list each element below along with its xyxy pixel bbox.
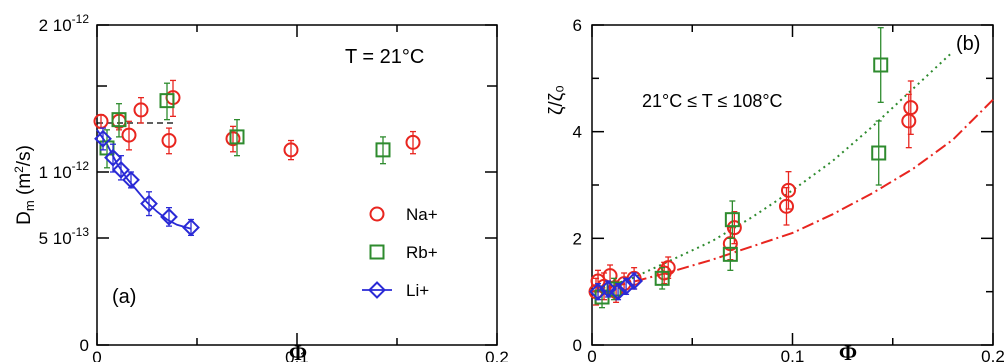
a-legend-label-li: Li+: [406, 281, 429, 300]
b-ytick-label-2: 4: [573, 123, 582, 142]
b-ytick-label-0: 0: [573, 336, 582, 355]
b-errorbar-rb-6: [877, 27, 884, 103]
a-errorbar-na-2: [126, 120, 132, 151]
a-legend-marker-na: [369, 206, 385, 222]
a-xtick-label-0: 0: [92, 348, 101, 362]
a-legend-marker-rb: [369, 244, 385, 260]
b-point-li-1: [599, 280, 617, 298]
a-ytick-label-2: 1 10-12: [39, 159, 90, 182]
b-errorbar-rb-5: [875, 120, 882, 186]
a-point-na-7: [283, 142, 299, 158]
panel-a-x-axis-label: Φ: [289, 340, 307, 362]
panel-a-frame: [96, 24, 498, 346]
a-point-rb-4: [375, 142, 391, 158]
a-point-rb-2: [159, 93, 175, 109]
a-point-na-4: [161, 133, 177, 149]
a-point-na-8: [405, 134, 421, 150]
panel-b-x-axis-label: Φ: [839, 340, 857, 362]
a-point-na-3: [133, 102, 149, 118]
panel-a-points: [93, 79, 421, 237]
b-ytick-label-3: 6: [573, 16, 582, 35]
panel-b-annotation: 21°C ≤ T ≤ 108°C: [642, 91, 783, 111]
a-legend-item-li: Li+: [362, 281, 429, 300]
b-point-na-10: [726, 220, 742, 236]
b-point-rb-6: [873, 57, 889, 73]
panel-b-lines: [591, 50, 994, 293]
b-point-na-14: [903, 100, 919, 116]
panel-a-annotation: T = 21°C: [345, 46, 424, 68]
b-point-na-11: [778, 198, 794, 214]
panel-b-y-ticks: 0 2 4 6: [573, 16, 993, 355]
panel-a-x-ticks: 0 0.1 0.2: [92, 25, 509, 362]
a-errorbar-rb-1: [116, 103, 122, 138]
a-errorbar-rb-4: [380, 136, 386, 165]
a-point-rb-3: [229, 129, 245, 145]
a-point-li-4: [140, 194, 158, 213]
a-point-rb-1: [111, 112, 127, 128]
b-errorbar-na-14: [907, 80, 914, 135]
a-point-li-0: [94, 129, 112, 148]
panel-b-y-axis-label: ζ/ζ₀: [546, 85, 567, 115]
a-point-li-6: [182, 218, 200, 237]
a-point-li-5: [160, 207, 178, 226]
a-point-li-2: [112, 160, 130, 179]
a-legend-marker-li: [368, 281, 386, 299]
a-legend-label-na: Na+: [406, 205, 438, 224]
b-point-rb-3: [722, 246, 738, 262]
a-errorbar-na-4: [166, 127, 172, 155]
a-xtick-label-1: 0.1: [285, 348, 309, 362]
b-point-li-0: [589, 282, 607, 301]
b-point-rb-5: [871, 145, 887, 161]
b-point-li-3: [617, 277, 635, 296]
b-curve-0: [591, 50, 954, 293]
a-errorbar-rb-2: [164, 82, 170, 121]
panel-b-x-ticks: 0 0.1 0.2: [587, 25, 1005, 362]
panel-a-y-axis-label: Dm (m2/s): [12, 145, 37, 225]
b-point-li-4: [625, 272, 644, 290]
panel-a-label: (a): [112, 286, 136, 308]
panel-b: (b) 21°C ≤ T ≤ 108°C Φ ζ/ζ₀ 0 2 4 6 0 0.1 0.2: [546, 16, 1005, 362]
svg-text:Dm (m2/s): Dm (m2/s): [12, 145, 37, 225]
b-errorbar-na-12: [785, 171, 792, 210]
a-errorbar-rb-3: [234, 118, 240, 157]
a-xtick-label-2: 0.2: [485, 348, 509, 362]
b-point-li-2: [609, 282, 627, 301]
b-xtick-label-0: 0: [587, 347, 596, 362]
panel-a-y-ticks: 0 5 10-13 1 10-12 2 10-12: [39, 12, 497, 355]
a-legend-item-na: Na+: [369, 205, 438, 224]
b-errorbar-rb-4: [729, 200, 736, 239]
a-legend-label-rb: Rb+: [406, 243, 438, 262]
b-point-na-12: [780, 182, 796, 198]
b-ytick-label-1: 2: [573, 229, 582, 248]
b-xtick-label-2: 0.2: [981, 347, 1005, 362]
a-point-na-6: [225, 131, 241, 147]
panel-a-legend: Na+ Rb+ Li+: [362, 205, 438, 300]
panel-b-label: (b): [956, 33, 980, 55]
a-ytick-label-1: 5 10-13: [39, 225, 90, 248]
b-xtick-label-1: 0.1: [781, 347, 805, 362]
a-point-na-2: [121, 127, 137, 143]
panel-a: (a) T = 21°C Φ Dm (m2/s) 0 5 10-13 1 10-12…: [12, 12, 509, 362]
b-point-rb-2: [654, 270, 670, 286]
a-ytick-label-3: 2 10-12: [39, 12, 90, 35]
panel-b-points: [588, 27, 919, 309]
b-point-rb-4: [724, 212, 740, 228]
a-errorbar-na-0: [98, 114, 104, 129]
a-legend-item-rb: Rb+: [369, 243, 438, 262]
a-point-li-3: [122, 171, 140, 189]
a-errorbar-na-3: [138, 96, 144, 124]
a-ytick-label-0: 0: [80, 336, 89, 355]
